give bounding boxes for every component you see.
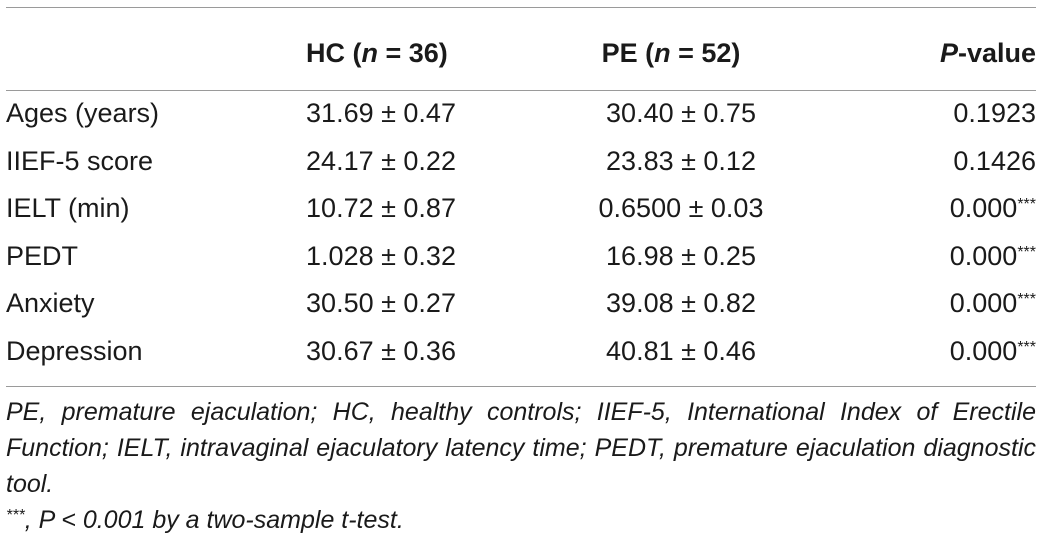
row-label: Anxiety	[6, 288, 95, 319]
top-rule	[6, 7, 1036, 8]
pe-value: 0.6500 ± 0.03	[598, 193, 764, 224]
row-label: Ages (years)	[6, 98, 160, 129]
table-row: IELT (min) 10.72 ± 0.87 0.6500 ± 0.03 0.…	[6, 185, 1036, 233]
pe-value: 40.81 ± 0.46	[606, 335, 756, 366]
hc-value: 10.72 ± 0.87	[306, 193, 456, 224]
hc-value: 31.69 ± 0.47	[306, 98, 456, 129]
header-pe: PE (n = 52)	[601, 37, 741, 68]
significance-note: ***, P < 0.001 by a two-sample t-test.	[6, 502, 1036, 538]
table-row: Anxiety 30.50 ± 0.27 39.08 ± 0.82 0.000*…	[6, 280, 1036, 328]
p-value: 0.1923	[953, 98, 1036, 129]
p-value: 0.000***	[949, 335, 1036, 366]
row-label: Depression	[6, 335, 143, 366]
p-value: 0.000***	[949, 240, 1036, 271]
row-label: IELT (min)	[6, 193, 130, 224]
bottom-rule	[6, 386, 1036, 387]
data-table: HC (n = 36) PE (n = 52) P-value Ages (ye…	[6, 16, 1036, 375]
table-row: IIEF-5 score 24.17 ± 0.22 23.83 ± 0.12 0…	[6, 138, 1036, 186]
table-row: Depression 30.67 ± 0.36 40.81 ± 0.46 0.0…	[6, 328, 1036, 376]
header-p-value: P-value	[939, 37, 1036, 68]
hc-value: 30.50 ± 0.27	[306, 288, 456, 319]
row-label: PEDT	[6, 240, 79, 271]
abbreviations-note: PE, premature ejaculation; HC, healthy c…	[6, 398, 1036, 498]
pe-value: 16.98 ± 0.25	[606, 240, 756, 271]
row-label: IIEF-5 score	[6, 145, 154, 176]
pe-value: 30.40 ± 0.75	[606, 98, 756, 129]
p-value: 0.000***	[949, 193, 1036, 224]
pe-value: 39.08 ± 0.82	[606, 288, 756, 319]
p-value: 0.1426	[953, 145, 1036, 176]
hc-value: 24.17 ± 0.22	[306, 145, 456, 176]
table-row: PEDT 1.028 ± 0.32 16.98 ± 0.25 0.000***	[6, 233, 1036, 281]
hc-value: 1.028 ± 0.32	[306, 240, 456, 271]
header-empty	[6, 16, 276, 90]
pe-value: 23.83 ± 0.12	[606, 145, 756, 176]
header-rule	[6, 90, 1036, 91]
significance-stars: ***	[6, 507, 25, 524]
table-row: Ages (years) 31.69 ± 0.47 30.40 ± 0.75 0…	[6, 90, 1036, 138]
p-value: 0.000***	[949, 288, 1036, 319]
header-hc: HC (n = 36)	[306, 37, 448, 68]
significance-text: , P < 0.001 by a two-sample t-test.	[24, 506, 404, 534]
table-footnotes: PE, premature ejaculation; HC, healthy c…	[6, 394, 1036, 538]
hc-value: 30.67 ± 0.36	[306, 335, 456, 366]
header-row: HC (n = 36) PE (n = 52) P-value	[6, 16, 1036, 90]
